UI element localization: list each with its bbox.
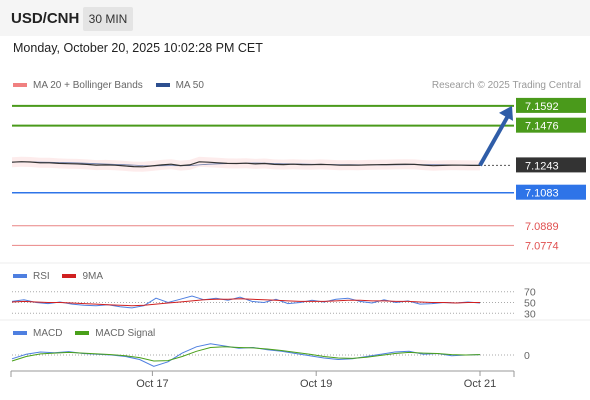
rsi-tick-label: 70 [524, 287, 536, 299]
macd-legend: MACD MACD Signal [13, 328, 155, 340]
symbol-title: USD/CNH [11, 10, 80, 27]
x-tick-label: Oct 21 [464, 378, 496, 390]
timestamp: Monday, October 20, 2025 10:02:28 PM CET [13, 41, 263, 55]
price-line [11, 161, 480, 168]
rsi-tick-label: 50 [524, 298, 536, 310]
current-price-tag [516, 157, 586, 173]
current-price-label: 7.1243 [525, 160, 559, 172]
macd-tick-label: 0 [524, 350, 530, 362]
macd-signal-legend-label: MACD Signal [95, 328, 156, 339]
target-level-label: 7.1476 [525, 121, 559, 133]
rsi-legend-label: RSI [33, 271, 50, 282]
bollinger-swatch [13, 83, 27, 88]
bollinger-legend-label: MA 20 + Bollinger Bands [33, 80, 143, 91]
target-level-tag [516, 97, 586, 113]
timeframe-button[interactable]: 30 MIN [83, 7, 133, 31]
macd-signal-line [11, 346, 481, 362]
rsi-ma-swatch [62, 274, 77, 279]
pivot-level-label: 7.1083 [525, 188, 559, 200]
rsi-ma-line [11, 298, 480, 307]
x-tick-label: Oct 19 [300, 378, 332, 390]
rsi-ma-legend-label: 9MA [82, 271, 104, 282]
ma50-legend-label: MA 50 [175, 80, 204, 91]
credit-text: Research © 2025 Trading Central [431, 80, 581, 91]
ma50-swatch [155, 83, 170, 88]
projection-arrow-head [499, 105, 513, 121]
target-level-label: 7.1592 [525, 101, 559, 113]
rsi-swatch [13, 274, 27, 279]
chart-header: USD/CNH 30 MIN [0, 0, 590, 36]
pivot-level-tag [516, 184, 586, 200]
bollinger-band [12, 156, 480, 172]
macd-legend-label: MACD [33, 328, 63, 339]
support-level-label: 7.0889 [525, 221, 559, 233]
projection-arrow-shaft [478, 114, 510, 167]
support-level-label: 7.0774 [525, 240, 559, 252]
price-legend: MA 20 + Bollinger Bands MA 50 [13, 80, 204, 92]
x-tick-label: Oct 17 [136, 378, 168, 390]
rsi-tick-label: 30 [524, 308, 536, 320]
rsi-legend: RSI 9MA [13, 271, 103, 283]
macd-swatch [13, 331, 27, 336]
macd-signal-swatch [75, 331, 90, 336]
target-level-tag [516, 117, 586, 133]
